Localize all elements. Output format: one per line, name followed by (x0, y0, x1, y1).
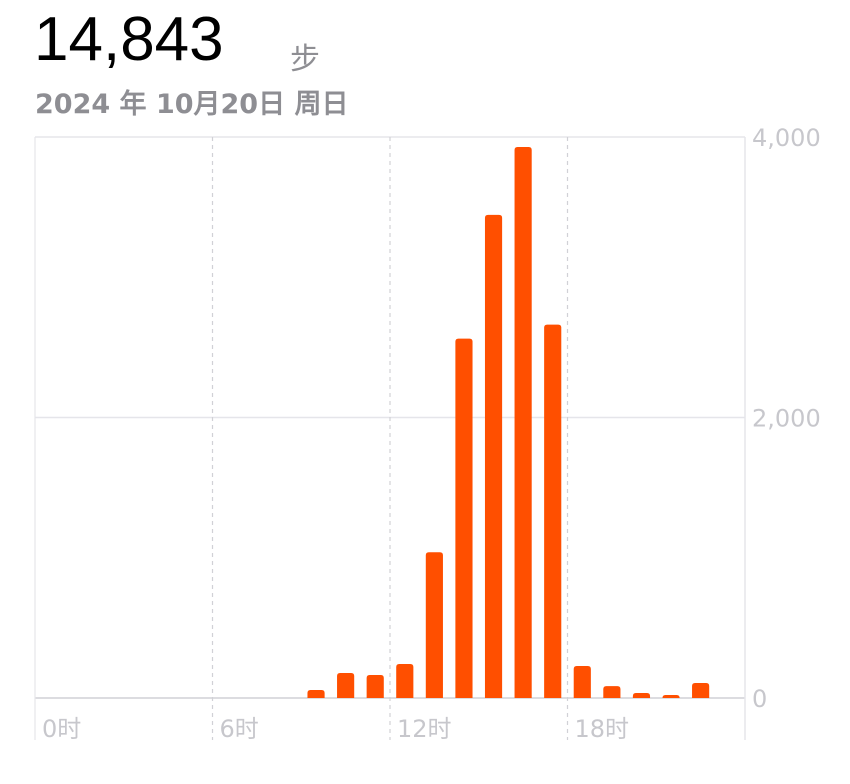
bar-hour-21 (662, 695, 680, 698)
bar-hour-12 (396, 664, 414, 698)
bar-hour-10 (337, 673, 355, 698)
bar-hour-11 (366, 674, 384, 698)
bar-hour-18 (573, 666, 591, 698)
bar-hour-17 (544, 324, 562, 698)
bar-hour-9 (307, 690, 325, 698)
step-total: 14,843 (34, 5, 224, 74)
step-unit: 步 (290, 42, 320, 77)
bar-hour-20 (632, 692, 651, 698)
y-tick-label: 2,000 (752, 405, 821, 433)
bar-hour-19 (603, 686, 621, 698)
bar-hour-15 (484, 214, 503, 698)
date-label: 2024 年 10月20日 周日 (35, 89, 349, 120)
x-tick-label: 12时 (397, 715, 452, 743)
y-tick-label: 0 (752, 685, 767, 713)
y-tick-label: 4,000 (752, 124, 821, 152)
bar-hour-14 (455, 338, 473, 698)
bar-hour-16 (514, 146, 532, 698)
x-tick-label: 6时 (220, 715, 259, 743)
bar-hour-22 (692, 682, 710, 698)
x-tick-label: 0时 (42, 715, 81, 743)
bar-hour-13 (425, 552, 443, 698)
x-tick-label: 18时 (575, 715, 630, 743)
